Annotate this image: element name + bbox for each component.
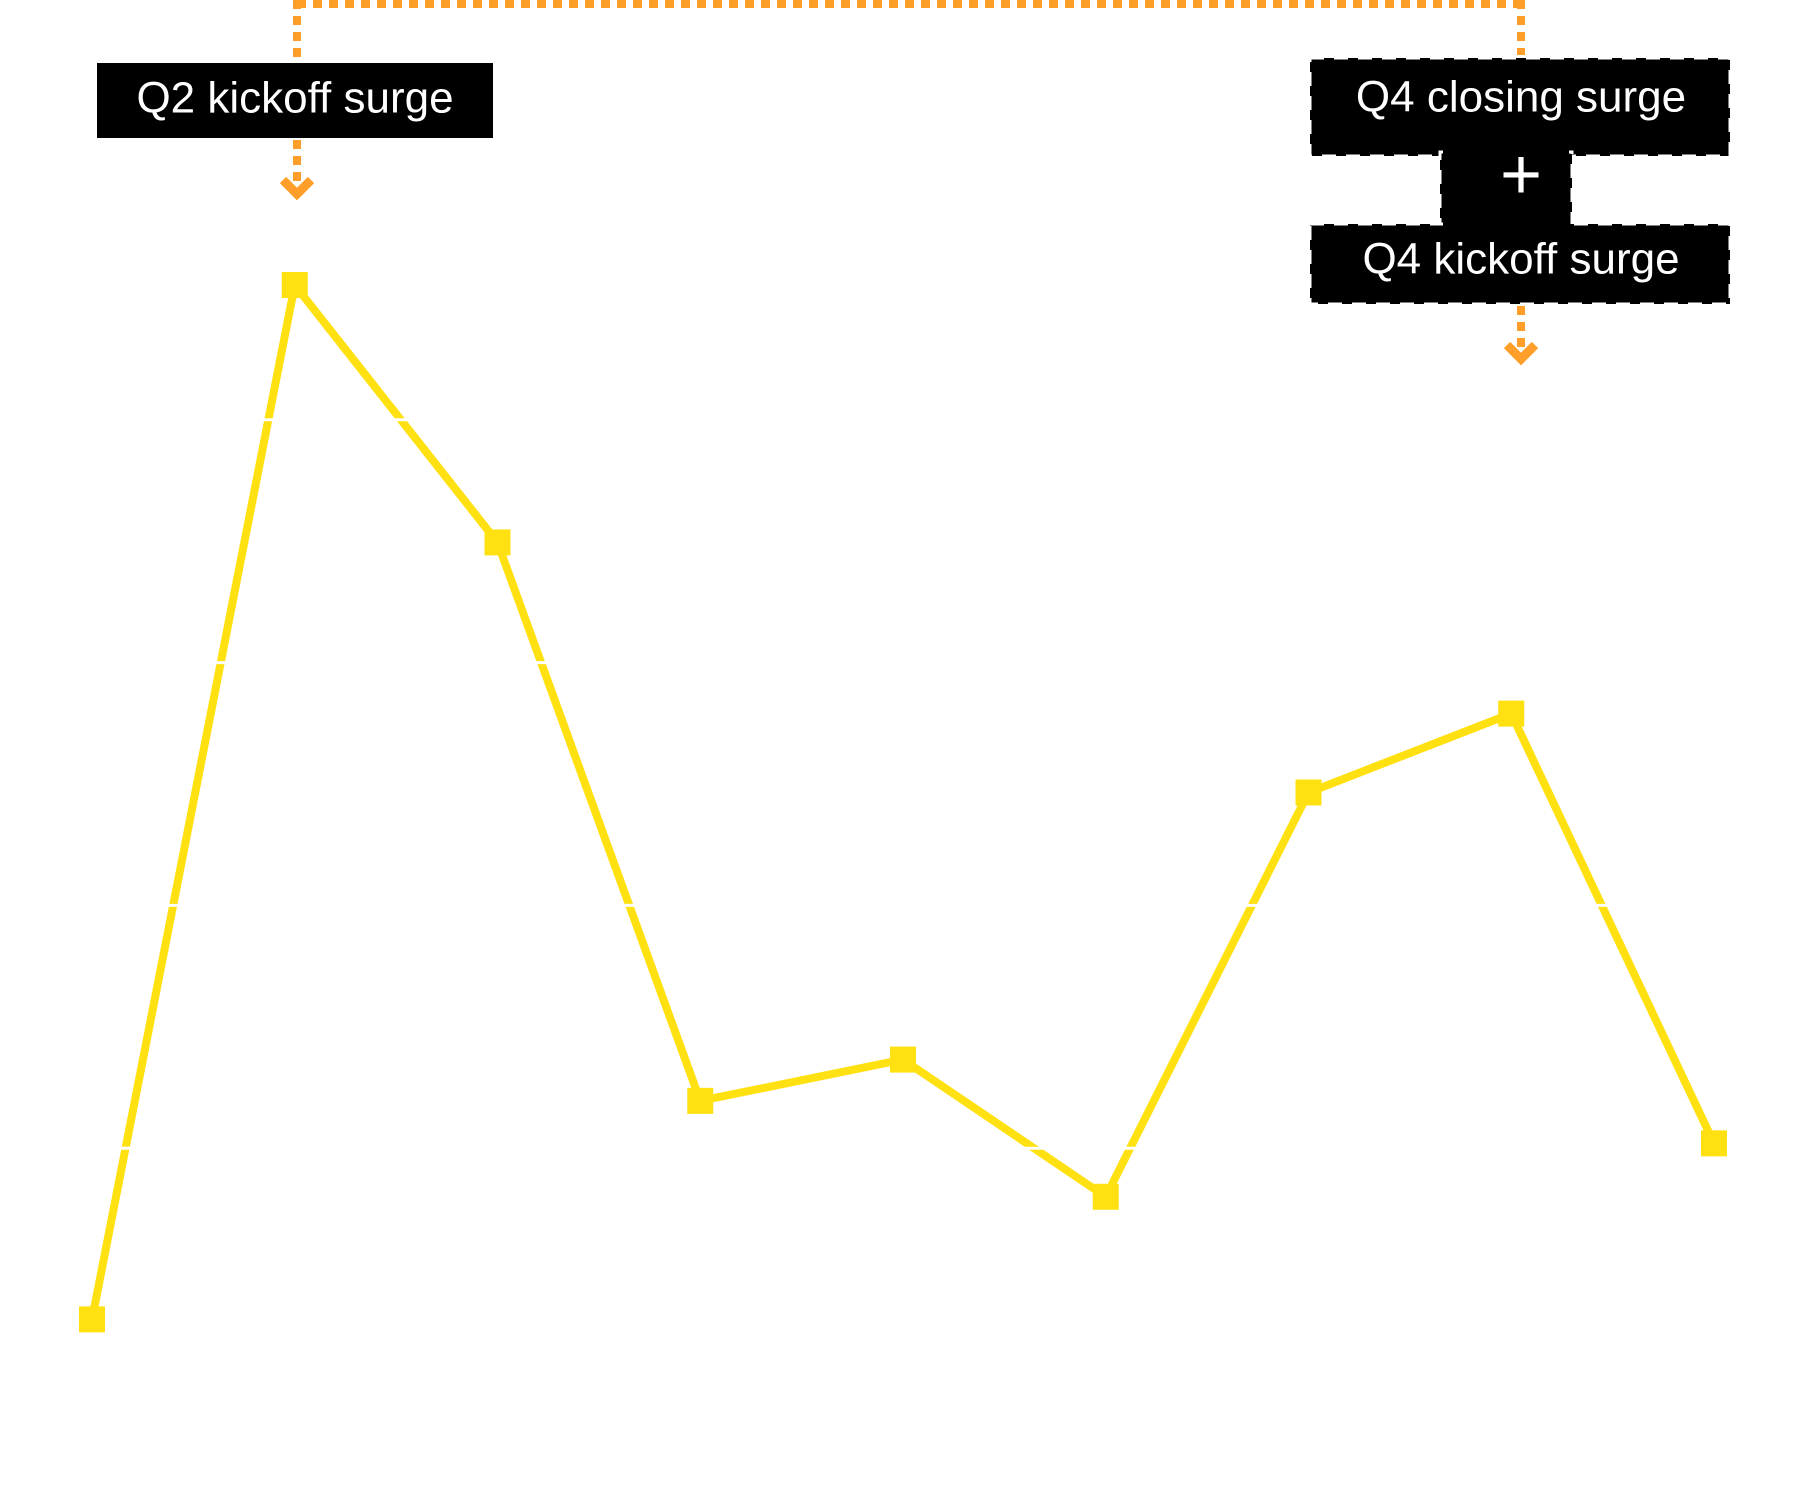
series-line <box>88 275 1718 1321</box>
annotation-q2: Q2 kickoff surge <box>97 63 493 138</box>
arrowhead-q4-icon <box>1503 341 1539 366</box>
data-point-marker <box>687 1087 714 1114</box>
arrowhead-q2-icon <box>279 176 315 201</box>
plus-icon: + <box>1500 135 1542 215</box>
annotation-connectors <box>279 0 1539 366</box>
data-point-marker <box>1498 700 1525 727</box>
data-point-marker <box>79 1306 105 1333</box>
gridlines <box>0 418 1797 1150</box>
data-point-marker <box>1092 1183 1119 1210</box>
annotation-q4-closing-label: Q4 closing surge <box>1356 73 1686 122</box>
series-line-group <box>88 275 1718 1321</box>
data-point-marker <box>1295 779 1322 806</box>
data-point-marker <box>890 1046 916 1073</box>
data-point-marker <box>1701 1130 1727 1157</box>
annotation-q4: Q4 closing surge + Q4 kickoff surge <box>1308 56 1732 306</box>
marker-group <box>79 272 1727 1333</box>
annotation-q4-kickoff-label: Q4 kickoff surge <box>1362 235 1679 284</box>
data-point-marker <box>484 529 511 556</box>
annotation-q2-label: Q2 kickoff surge <box>136 74 453 123</box>
data-point-marker <box>281 272 308 299</box>
